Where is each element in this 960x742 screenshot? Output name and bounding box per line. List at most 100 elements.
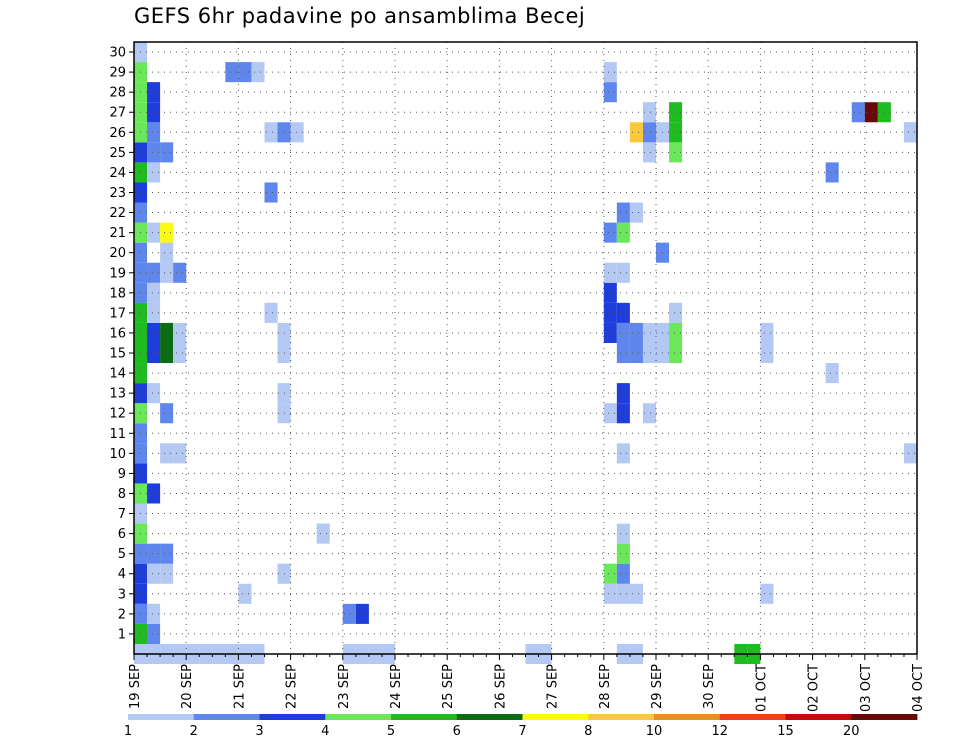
heatmap-cell bbox=[616, 322, 630, 343]
heatmap-cell bbox=[251, 62, 265, 83]
colorbar-segment bbox=[128, 714, 195, 720]
heatmap-cell bbox=[264, 302, 278, 323]
heatmap-cell bbox=[642, 322, 656, 343]
x-axis: 19 SEP 20 SEP 21 SEP 22 SEP 23 SEP 24 SEP 25 S… bbox=[128, 654, 926, 712]
heatmap-cell bbox=[147, 222, 161, 243]
x-tick-label: 02 OCT bbox=[807, 664, 822, 712]
heatmap-cell bbox=[616, 383, 630, 404]
y-tick-label: 10 bbox=[109, 447, 126, 462]
heatmap-cell bbox=[147, 82, 161, 103]
colorbar-label: 7 bbox=[518, 724, 526, 739]
heatmap-cell bbox=[616, 523, 630, 544]
colorbar-label: 2 bbox=[190, 724, 198, 739]
heatmap-cell bbox=[603, 62, 617, 83]
y-tick-label: 13 bbox=[109, 387, 126, 402]
heatmap-cell bbox=[147, 603, 161, 624]
colorbar-label: 1 bbox=[124, 724, 132, 739]
colorbar-label: 4 bbox=[321, 724, 329, 739]
x-tick-label: 30 SEP bbox=[702, 664, 717, 709]
x-tick-label: 21 SEP bbox=[232, 664, 247, 709]
heatmap-cell bbox=[290, 122, 304, 143]
heatmap-cell bbox=[147, 483, 161, 504]
heatmap-cell bbox=[903, 122, 917, 143]
colorbar-segment bbox=[654, 714, 721, 720]
heatmap-cell bbox=[147, 162, 161, 183]
y-tick-label: 6 bbox=[118, 527, 126, 542]
heatmap-cell bbox=[629, 122, 643, 143]
plot-frame bbox=[133, 41, 918, 655]
heatmap-cell bbox=[864, 102, 878, 123]
heatmap-cell bbox=[160, 403, 174, 424]
y-tick-label: 9 bbox=[118, 467, 126, 482]
heatmap-cell bbox=[669, 302, 683, 323]
y-tick-label: 8 bbox=[118, 487, 126, 502]
heatmap-cell bbox=[603, 82, 617, 103]
heatmap-cell bbox=[760, 322, 774, 343]
colorbar-segment bbox=[193, 714, 260, 720]
y-tick-label: 15 bbox=[109, 347, 126, 362]
heatmap-cell bbox=[903, 443, 917, 464]
heatmap-cell bbox=[147, 543, 161, 564]
x-tick-label: 04 OCT bbox=[911, 664, 926, 712]
y-tick-label: 16 bbox=[109, 326, 126, 341]
y-tick-label: 28 bbox=[109, 86, 126, 101]
heatmap-cell bbox=[616, 202, 630, 223]
y-tick-label: 26 bbox=[109, 126, 126, 141]
heatmap-cell bbox=[238, 583, 252, 604]
y-tick-label: 7 bbox=[118, 507, 126, 522]
heatmap-cell bbox=[629, 202, 643, 223]
heatmap-cell bbox=[629, 583, 643, 604]
heatmap-cell bbox=[616, 543, 630, 564]
heatmap-cell bbox=[147, 342, 161, 364]
colorbar-segment bbox=[719, 714, 786, 720]
y-tick-label: 11 bbox=[109, 427, 126, 442]
heatmap-cell bbox=[147, 322, 161, 343]
heatmap-cell bbox=[851, 102, 865, 123]
heatmap-cell bbox=[264, 182, 278, 203]
x-tick-label: 22 SEP bbox=[285, 664, 300, 709]
colorbar-segment bbox=[588, 714, 655, 720]
heatmap-cell bbox=[173, 342, 187, 364]
heatmap-cell bbox=[342, 603, 356, 624]
colorbar-segment bbox=[785, 714, 852, 720]
heatmap-cell bbox=[642, 122, 656, 143]
heatmap-cell bbox=[669, 322, 683, 343]
y-tick-label: 17 bbox=[109, 306, 126, 321]
heatmap-cell bbox=[669, 102, 683, 123]
heatmap-cell bbox=[642, 403, 656, 424]
x-tick-label: 01 OCT bbox=[754, 664, 769, 712]
y-tick-label: 2 bbox=[118, 607, 126, 622]
heatmap-cell bbox=[173, 443, 187, 464]
y-tick-label: 5 bbox=[118, 547, 126, 562]
x-tick-label: 20 SEP bbox=[180, 664, 195, 709]
heatmap-cell bbox=[642, 142, 656, 163]
heatmap-cell bbox=[825, 363, 839, 384]
heatmap-cell bbox=[616, 583, 630, 604]
colorbar-segment bbox=[456, 714, 523, 720]
grid-lines bbox=[134, 42, 917, 654]
y-tick-label: 27 bbox=[109, 106, 126, 121]
heatmap-cell bbox=[603, 222, 617, 243]
heatmap-cell bbox=[147, 262, 161, 283]
y-tick-label: 12 bbox=[109, 407, 126, 422]
heatmap-cell bbox=[264, 122, 278, 143]
y-tick-label: 29 bbox=[109, 66, 126, 81]
heatmap-cell bbox=[160, 443, 174, 464]
y-axis: 1234567891011121314151617181920212223242… bbox=[109, 46, 134, 642]
heatmap-cell bbox=[603, 282, 617, 303]
heatmap-cell bbox=[160, 222, 174, 243]
x-tick-label: 23 SEP bbox=[337, 664, 352, 709]
y-tick-label: 4 bbox=[118, 567, 126, 582]
y-tick-label: 22 bbox=[109, 206, 126, 221]
heatmap-cell bbox=[669, 342, 683, 364]
colorbar-segment bbox=[391, 714, 458, 720]
x-tick-label: 24 SEP bbox=[389, 664, 404, 709]
colorbar-label: 10 bbox=[646, 724, 663, 739]
heatmap-cell bbox=[616, 262, 630, 283]
heatmap-cell bbox=[603, 403, 617, 424]
heatmap-cell bbox=[760, 342, 774, 364]
heatmap-cell bbox=[616, 443, 630, 464]
heatmap-cell bbox=[316, 523, 330, 544]
heatmap-cell bbox=[160, 322, 174, 343]
heatmap-cell bbox=[603, 563, 617, 584]
